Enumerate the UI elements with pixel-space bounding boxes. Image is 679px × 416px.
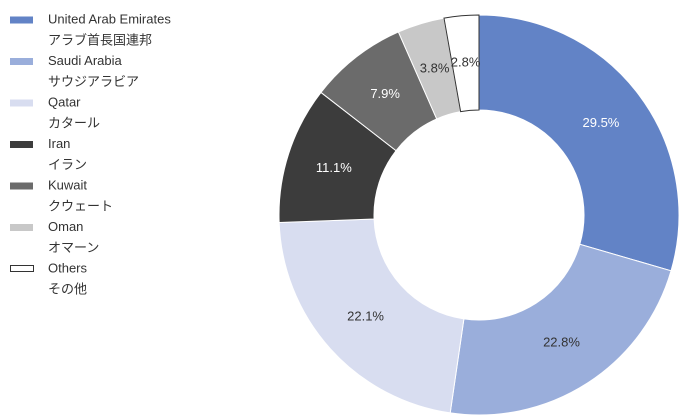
legend-label: Saudi Arabia (48, 53, 122, 68)
legend-swatch (10, 141, 33, 148)
legend-label-ja: オマーン (48, 241, 99, 256)
legend-label: Kuwait (48, 177, 87, 192)
legend-label-ja: その他 (48, 283, 87, 298)
slice (449, 243, 672, 416)
data-label: 22.1% (347, 308, 384, 323)
legend-label-ja: クウェート (48, 200, 113, 215)
legend-label-ja: イラン (48, 158, 87, 173)
slice (478, 14, 679, 272)
legend-label: Iran (48, 136, 70, 151)
legend-label: Others (48, 260, 88, 275)
legend-label-ja: アラブ首長国連邦 (48, 33, 152, 49)
data-label: 22.8% (543, 335, 580, 350)
legend-swatch (10, 224, 33, 231)
legend-label-ja: サウジアラビア (48, 75, 139, 90)
data-label: 11.1% (316, 160, 352, 175)
slice (278, 218, 465, 414)
data-label: 2.8% (451, 55, 481, 70)
legend-swatch (10, 265, 34, 272)
legend-swatch (10, 182, 33, 190)
legend-swatch (10, 16, 33, 24)
legend-label: Oman (48, 219, 83, 234)
legend-label: United Arab Emirates (48, 11, 171, 26)
slice (443, 14, 480, 113)
legend-label: Qatar (48, 94, 81, 109)
legend-swatch (10, 58, 33, 65)
data-label: 3.8% (420, 61, 450, 76)
data-label: 7.9% (370, 86, 400, 101)
legend-swatch (10, 99, 33, 107)
data-label: 29.5% (583, 115, 620, 130)
legend-label-ja: カタール (48, 117, 100, 132)
